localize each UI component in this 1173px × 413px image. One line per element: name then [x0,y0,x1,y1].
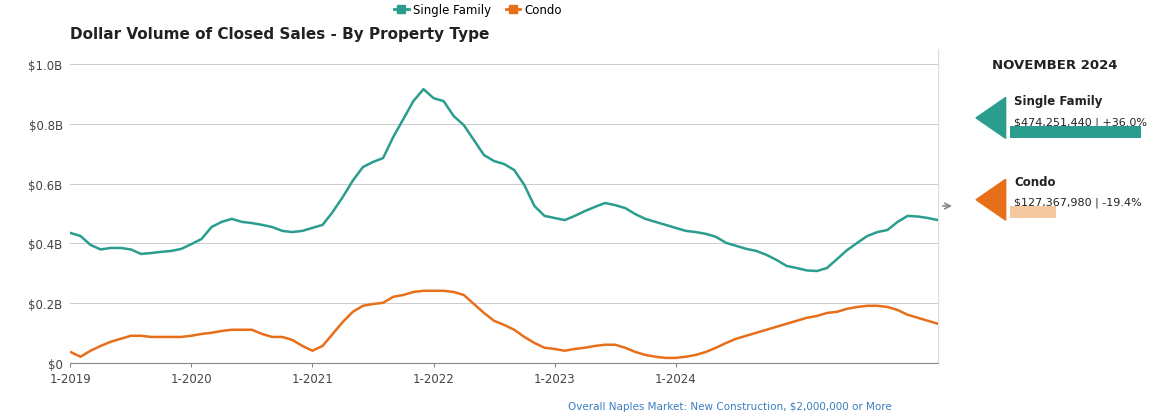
Text: Single Family: Single Family [1015,95,1103,108]
Text: Dollar Volume of Closed Sales - By Property Type: Dollar Volume of Closed Sales - By Prope… [70,26,490,41]
Text: $127,367,980 | -19.4%: $127,367,980 | -19.4% [1015,197,1141,208]
FancyBboxPatch shape [1010,206,1057,218]
Polygon shape [976,180,1005,221]
Text: NOVEMBER 2024: NOVEMBER 2024 [991,59,1117,72]
Text: Overall Naples Market: New Construction, $2,000,000 or More: Overall Naples Market: New Construction,… [568,401,891,411]
Polygon shape [976,98,1005,139]
Legend: Single Family, Condo: Single Family, Condo [389,0,567,21]
FancyBboxPatch shape [1010,127,1141,139]
Text: $474,251,440 | +36.0%: $474,251,440 | +36.0% [1015,117,1147,128]
Text: Condo: Condo [1015,175,1056,188]
